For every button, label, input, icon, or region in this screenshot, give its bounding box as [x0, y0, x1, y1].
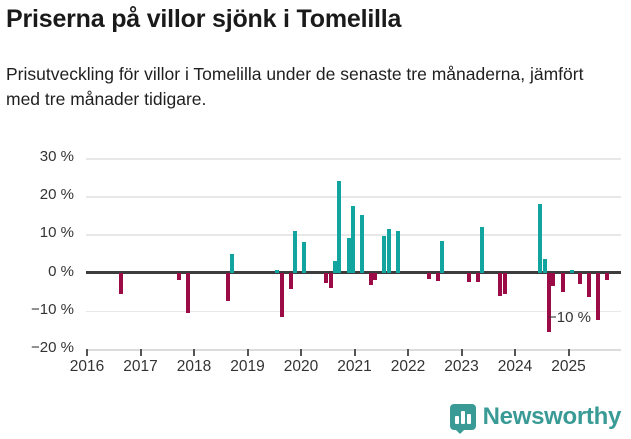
chart-bar	[569, 269, 574, 273]
chart-bar	[440, 241, 445, 273]
chart-bar	[373, 272, 378, 281]
chart-bar	[542, 259, 547, 273]
x-axis-tick-label: 2016	[69, 358, 105, 375]
x-axis-tick-label: 2020	[283, 358, 319, 375]
logo-bar-3	[466, 414, 471, 424]
y-axis-tick-label: 0 %	[48, 262, 74, 280]
x-axis-tick-label: 2024	[497, 358, 533, 375]
chart-bar	[476, 272, 480, 282]
x-axis-tick-label: 2021	[337, 358, 372, 375]
x-axis-tick-label: 2025	[551, 358, 586, 375]
y-axis-tick-label: 10 %	[39, 224, 74, 242]
chart-bar	[333, 261, 338, 273]
chart-bar	[226, 272, 231, 302]
y-axis-labels: 30 % 20 % 10 % 0 % −10 % −20 %	[0, 148, 74, 356]
plot-area	[86, 158, 621, 351]
chart-bar	[350, 205, 355, 273]
x-axis-tick	[567, 349, 570, 356]
x-axis-tick-label: 2023	[444, 358, 479, 375]
chart-bar	[359, 215, 364, 273]
x-axis-tick	[514, 349, 516, 356]
x-axis-tick	[139, 349, 142, 356]
x-axis-tick	[193, 349, 195, 356]
bar-chart-speech-bubble-icon	[449, 404, 476, 434]
chart-bar	[480, 226, 485, 273]
chart-bar	[587, 272, 592, 298]
y-axis-tick-label: −20 %	[31, 339, 74, 356]
chart-bar	[324, 272, 329, 284]
chart-bar	[604, 272, 609, 281]
last-value-annotation: −10 %	[548, 308, 591, 326]
x-axis-tick	[353, 349, 356, 356]
chart-bar	[551, 272, 556, 286]
chart-bar	[538, 203, 543, 273]
chart-bar	[435, 272, 440, 281]
x-axis-tick-label: 2018	[176, 358, 212, 375]
chart-bar	[328, 272, 333, 288]
chart-bar	[596, 272, 601, 321]
chart-bar	[279, 272, 284, 317]
chart-bar	[497, 272, 502, 296]
x-axis-tick-label: 2017	[123, 358, 158, 375]
x-axis-tick-label: 2022	[390, 358, 426, 375]
x-axis-tick-label: 2019	[230, 358, 265, 375]
x-axis-tick	[407, 349, 409, 356]
chart-bar	[346, 238, 351, 273]
y-axis-tick-label: −10 %	[31, 300, 74, 318]
x-axis-tick	[300, 349, 302, 356]
chart-bar	[302, 242, 307, 273]
gridline	[86, 158, 621, 160]
logo-bar-1	[454, 416, 459, 424]
newsworthy-logo: Newsworthy	[449, 403, 622, 434]
zero-line	[86, 271, 621, 275]
chart-bar	[560, 272, 565, 292]
bar-chart: 30 % 20 % 10 % 0 % −10 % −20 % 2016 2017 2018 20…	[0, 140, 631, 390]
chart-bar	[230, 253, 235, 273]
page-title: Priserna på villor sjönk i Tomelilla	[6, 5, 402, 33]
x-axis-tick	[246, 349, 249, 356]
y-axis-tick-label: 30 %	[39, 148, 74, 165]
chart-bar	[288, 272, 293, 289]
chart-bar	[119, 272, 124, 294]
chart-bar	[369, 272, 373, 285]
page-subtitle: Prisutveckling för villor i Tomelilla un…	[6, 64, 584, 110]
chart-bar	[395, 230, 400, 273]
chart-bar	[186, 272, 191, 313]
chart-bar	[382, 236, 387, 273]
chart-bar	[386, 228, 391, 273]
chart-bar	[578, 272, 583, 285]
gridline	[86, 196, 621, 198]
chart-bar	[293, 230, 298, 273]
chart-bar	[176, 272, 181, 281]
chart-bar	[466, 272, 471, 283]
chart-bar	[275, 269, 280, 273]
chart-bar	[502, 272, 507, 294]
y-axis-tick-label: 20 %	[39, 186, 74, 204]
logo-bar-2	[460, 411, 465, 424]
chart-bar	[547, 272, 552, 332]
gridline	[86, 310, 621, 313]
chart-bar	[426, 272, 431, 280]
chart-bar	[337, 180, 342, 273]
x-axis-tick	[460, 349, 463, 356]
x-axis-tick	[86, 349, 88, 356]
logo-text: Newsworthy	[482, 403, 622, 430]
